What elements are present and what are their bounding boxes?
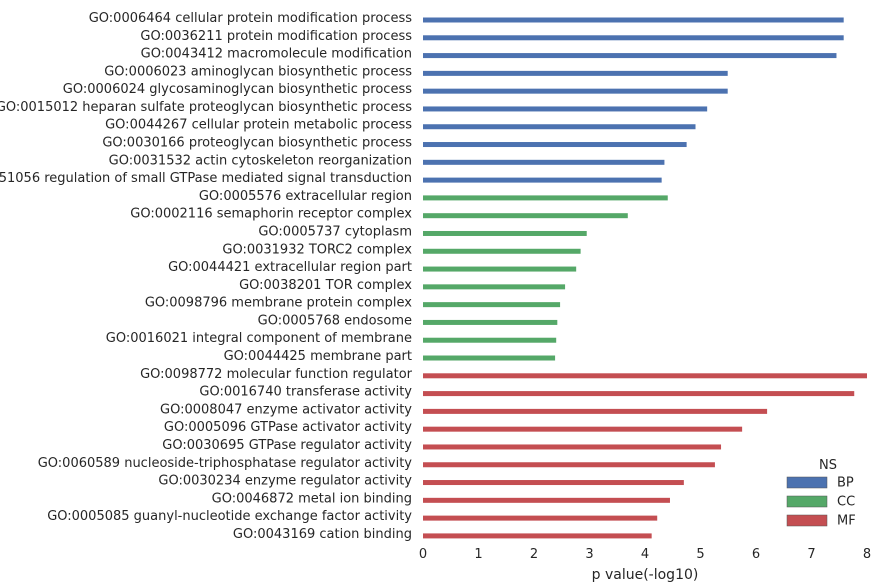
category-label: GO:0006024 glycosaminoglycan biosyntheti…: [63, 82, 412, 97]
bar-cc-18: [423, 319, 558, 325]
bar-cc-19: [423, 337, 557, 343]
category-label: GO:0098796 membrane protein complex: [145, 296, 412, 311]
bar-mf-21: [423, 373, 867, 379]
legend-swatch-bp: [786, 476, 828, 489]
bar-cc-20: [423, 355, 556, 361]
x-axis-ticks: 0 1 2 3 4 5 6 7 8: [419, 547, 871, 562]
x-axis-label: p value(-log10): [592, 567, 699, 583]
category-label: GO:0030166 proteoglycan biosynthetic pro…: [102, 136, 412, 151]
legend-swatch-cc: [786, 495, 828, 508]
category-label: GO:0098772 molecular function regulator: [140, 367, 413, 382]
bars-layer: [423, 17, 867, 539]
x-tick-label: 4: [641, 547, 649, 562]
legend-swatch-mf: [786, 514, 828, 527]
bar-mf-23: [423, 408, 768, 414]
category-label: GO:0016021 integral component of membran…: [106, 331, 412, 346]
x-tick-label: 8: [863, 547, 871, 562]
category-label: GO:0030234 enzyme regulator activity: [158, 474, 412, 489]
category-label: GO:0008047 enzyme activator activity: [160, 402, 412, 417]
category-label: GO:0015012 heparan sulfate proteoglycan …: [0, 100, 412, 115]
legend-label-mf: MF: [837, 514, 856, 529]
category-label: GO:0006023 aminoglycan biosynthetic proc…: [104, 64, 412, 79]
category-label: GO:0038201 TOR complex: [239, 278, 412, 293]
bar-mf-28: [423, 497, 670, 503]
category-label: GO:0006464 cellular protein modification…: [89, 11, 412, 26]
category-label: GO:0044425 membrane part: [224, 349, 412, 364]
bar-cc-12: [423, 213, 628, 219]
category-label: GO:0044421 extracellular region part: [168, 260, 412, 275]
bar-bp-5: [423, 88, 728, 94]
bar-cc-16: [423, 284, 566, 290]
legend: NS BP CC MF: [786, 458, 856, 529]
bar-mf-26: [423, 462, 715, 468]
x-tick-label: 6: [752, 547, 760, 562]
category-labels: GO:0006464 cellular protein modification…: [0, 11, 413, 542]
category-label: GO:0043169 cation binding: [233, 527, 412, 542]
category-label: GO:0051056 regulation of small GTPase me…: [0, 171, 412, 186]
category-label: GO:0005737 cytoplasm: [258, 224, 412, 239]
bar-cc-17: [423, 302, 561, 308]
bar-cc-15: [423, 266, 577, 272]
bar-mf-24: [423, 426, 743, 432]
bar-bp-1: [423, 17, 844, 23]
category-label: GO:0036211 protein modification process: [140, 29, 412, 44]
bar-bp-8: [423, 142, 687, 148]
x-tick-label: 1: [474, 547, 482, 562]
category-label: GO:0016740 transferase activity: [199, 385, 412, 400]
category-label: GO:0002116 semaphorin receptor complex: [130, 207, 412, 222]
category-label: GO:0005085 guanyl-nucleotide exchange fa…: [47, 509, 412, 524]
bar-bp-2: [423, 35, 844, 41]
bar-bp-10: [423, 177, 662, 183]
category-label: GO:0044267 cellular protein metabolic pr…: [105, 118, 412, 133]
x-tick-label: 7: [807, 547, 815, 562]
legend-title: NS: [819, 458, 837, 473]
x-tick-label: 5: [696, 547, 704, 562]
category-label: GO:0005576 extracellular region: [199, 189, 412, 204]
legend-label-cc: CC: [837, 495, 855, 510]
bar-bp-6: [423, 106, 708, 112]
legend-label-bp: BP: [837, 476, 854, 491]
category-label: GO:0031932 TORC2 complex: [222, 242, 412, 257]
category-label: GO:0060589 nucleoside-triphosphatase reg…: [38, 456, 413, 471]
bar-mf-25: [423, 444, 722, 450]
category-label: GO:0046872 metal ion binding: [212, 491, 412, 506]
bar-bp-7: [423, 124, 696, 130]
bar-bp-3: [423, 53, 837, 59]
bar-mf-27: [423, 480, 684, 486]
bar-bp-9: [423, 159, 665, 165]
x-tick-label: 3: [585, 547, 593, 562]
legend-items: BP CC MF: [786, 476, 856, 529]
category-label: GO:0005768 endosome: [258, 313, 412, 328]
bar-mf-29: [423, 515, 658, 521]
bar-mf-30: [423, 533, 652, 539]
category-label: GO:0031532 actin cytoskeleton reorganiza…: [109, 153, 412, 168]
category-label: GO:0030695 GTPase regulator activity: [162, 438, 412, 453]
bar-mf-22: [423, 391, 855, 397]
x-tick-label: 0: [419, 547, 427, 562]
x-tick-label: 2: [530, 547, 538, 562]
bar-cc-14: [423, 248, 581, 254]
category-label: GO:0043412 macromolecule modification: [141, 47, 412, 62]
bar-bp-4: [423, 70, 728, 76]
bar-cc-11: [423, 195, 668, 201]
category-label: GO:0005096 GTPase activator activity: [164, 420, 412, 435]
bar-cc-13: [423, 230, 587, 236]
